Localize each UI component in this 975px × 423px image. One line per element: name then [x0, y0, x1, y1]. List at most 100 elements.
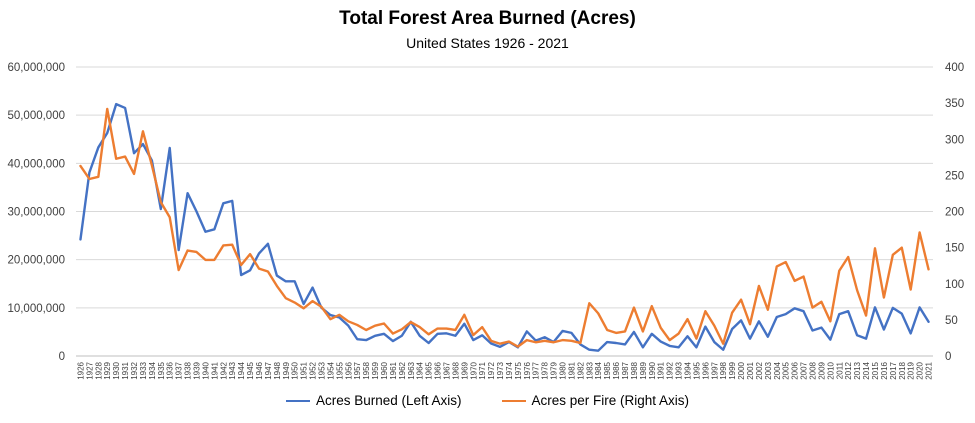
x-tick-label: 2001	[746, 361, 755, 379]
y-tick-label: 50,000,000	[7, 110, 65, 122]
series-line-acres-per-fire	[79, 107, 930, 348]
x-tick-label: 1975	[514, 361, 523, 379]
legend-swatch-acres-burned	[285, 399, 310, 402]
x-tick-label: 1928	[94, 361, 103, 379]
x-tick-label: 1986	[612, 361, 621, 379]
x-tick-label: 1972	[487, 361, 496, 379]
x-tick-label: 1994	[684, 361, 693, 379]
y2-tick-label: 0	[945, 351, 951, 363]
x-tick-label: 1967	[442, 361, 451, 379]
x-tick-label: 1996	[701, 361, 710, 379]
y2-tick-label: 100	[945, 279, 964, 291]
x-tick-label: 1979	[550, 361, 559, 379]
x-tick-label: 2005	[782, 361, 791, 379]
x-tick-label: 1991	[657, 361, 666, 379]
y2-tick-label: 150	[945, 243, 964, 255]
x-tick-label: 1971	[478, 361, 487, 379]
y2-tick-label: 250	[945, 170, 964, 182]
x-tick-label: 2017	[889, 361, 898, 379]
x-tick-label: 1961	[389, 361, 398, 379]
x-tick-label: 1992	[666, 361, 675, 379]
x-tick-label: 1982	[576, 361, 585, 379]
x-tick-label: 1933	[139, 361, 148, 379]
x-tick-label: 1958	[362, 361, 371, 379]
x-tick-label: 1935	[157, 361, 166, 379]
x-tick-label: 1946	[255, 361, 264, 379]
x-tick-label: 2015	[871, 361, 880, 379]
x-tick-label: 2011	[835, 361, 844, 379]
x-axis-ticks: 1926 1927 1928 1929 1930 1931 1932 1933 1934 1935…	[76, 361, 933, 379]
x-tick-label: 2000	[737, 361, 746, 379]
x-tick-label: 2021	[925, 361, 934, 379]
x-tick-label: 1949	[282, 361, 291, 379]
x-tick-label: 1989	[639, 361, 648, 379]
x-tick-label: 1934	[148, 361, 157, 379]
x-tick-label: 1977	[532, 361, 541, 379]
x-tick-label: 1990	[648, 361, 657, 379]
series-line-acres-burned	[79, 102, 930, 352]
y2-tick-label: 350	[945, 98, 964, 110]
x-tick-label: 1970	[469, 361, 478, 379]
x-tick-label: 1936	[166, 361, 175, 379]
y2-tick-label: 400	[945, 62, 964, 74]
x-tick-label: 1984	[594, 361, 603, 379]
x-tick-label: 1955	[335, 361, 344, 379]
x-tick-label: 2002	[755, 361, 764, 379]
x-tick-label: 2006	[791, 361, 800, 379]
x-tick-label: 1973	[496, 361, 505, 379]
right-axis-ticks: 0 50 100 150 200 250 300 350 400	[945, 62, 964, 363]
x-tick-label: 1938	[184, 361, 193, 379]
x-tick-label: 2003	[764, 361, 773, 379]
gridlines	[76, 66, 933, 357]
y-tick-label: 40,000,000	[7, 158, 65, 170]
x-tick-label: 1927	[85, 361, 94, 379]
chart-subtitle: United States 1926 - 2021	[406, 35, 569, 51]
x-tick-label: 1945	[246, 361, 255, 379]
y-tick-label: 60,000,000	[7, 62, 65, 74]
y2-tick-label: 300	[945, 134, 964, 146]
x-tick-label: 1988	[630, 361, 639, 379]
legend: Acres Burned (Left Axis) Acres per Fire …	[0, 393, 975, 408]
legend-swatch-acres-per-fire	[501, 399, 526, 402]
x-tick-label: 1948	[273, 361, 282, 379]
x-tick-label: 1993	[675, 361, 684, 379]
left-axis-ticks: 0 10,000,000 20,000,000 30,000,000 40,000,00…	[7, 62, 65, 363]
x-tick-label: 1929	[103, 361, 112, 379]
x-tick-label: 1976	[523, 361, 532, 379]
x-tick-label: 1997	[710, 361, 719, 379]
x-tick-label: 1944	[237, 361, 246, 379]
x-tick-label: 1969	[460, 361, 469, 379]
x-tick-label: 1964	[416, 361, 425, 379]
x-tick-label: 1998	[719, 361, 728, 379]
chart-title: Total Forest Area Burned (Acres)	[339, 8, 636, 29]
x-tick-label: 1926	[76, 361, 85, 379]
x-tick-label: 2018	[898, 361, 907, 379]
x-tick-label: 1965	[425, 361, 434, 379]
x-tick-label: 1931	[121, 361, 130, 379]
x-tick-label: 1995	[692, 361, 701, 379]
legend-item-acres-per-fire: Acres per Fire (Right Axis)	[501, 393, 690, 408]
x-tick-label: 2010	[826, 361, 835, 379]
x-tick-label: 1951	[300, 361, 309, 379]
x-tick-label: 1983	[585, 361, 594, 379]
x-tick-label: 1960	[380, 361, 389, 379]
x-tick-label: 1954	[326, 361, 335, 379]
y-tick-label: 30,000,000	[7, 207, 65, 219]
x-tick-label: 1980	[559, 361, 568, 379]
y-tick-label: 20,000,000	[7, 255, 65, 267]
x-tick-label: 2014	[862, 361, 871, 379]
x-tick-label: 1987	[621, 361, 630, 379]
x-tick-label: 1956	[344, 361, 353, 379]
x-tick-label: 2020	[916, 361, 925, 379]
y2-tick-label: 50	[945, 315, 958, 327]
x-tick-label: 1966	[434, 361, 443, 379]
x-tick-label: 1943	[228, 361, 237, 379]
x-tick-label: 1930	[112, 361, 121, 379]
x-tick-label: 1959	[371, 361, 380, 379]
x-tick-label: 1937	[175, 361, 184, 379]
x-tick-label: 1939	[193, 361, 202, 379]
x-tick-label: 1957	[353, 361, 362, 379]
legend-label-acres-per-fire: Acres per Fire (Right Axis)	[531, 393, 690, 408]
x-tick-label: 1999	[728, 361, 737, 379]
